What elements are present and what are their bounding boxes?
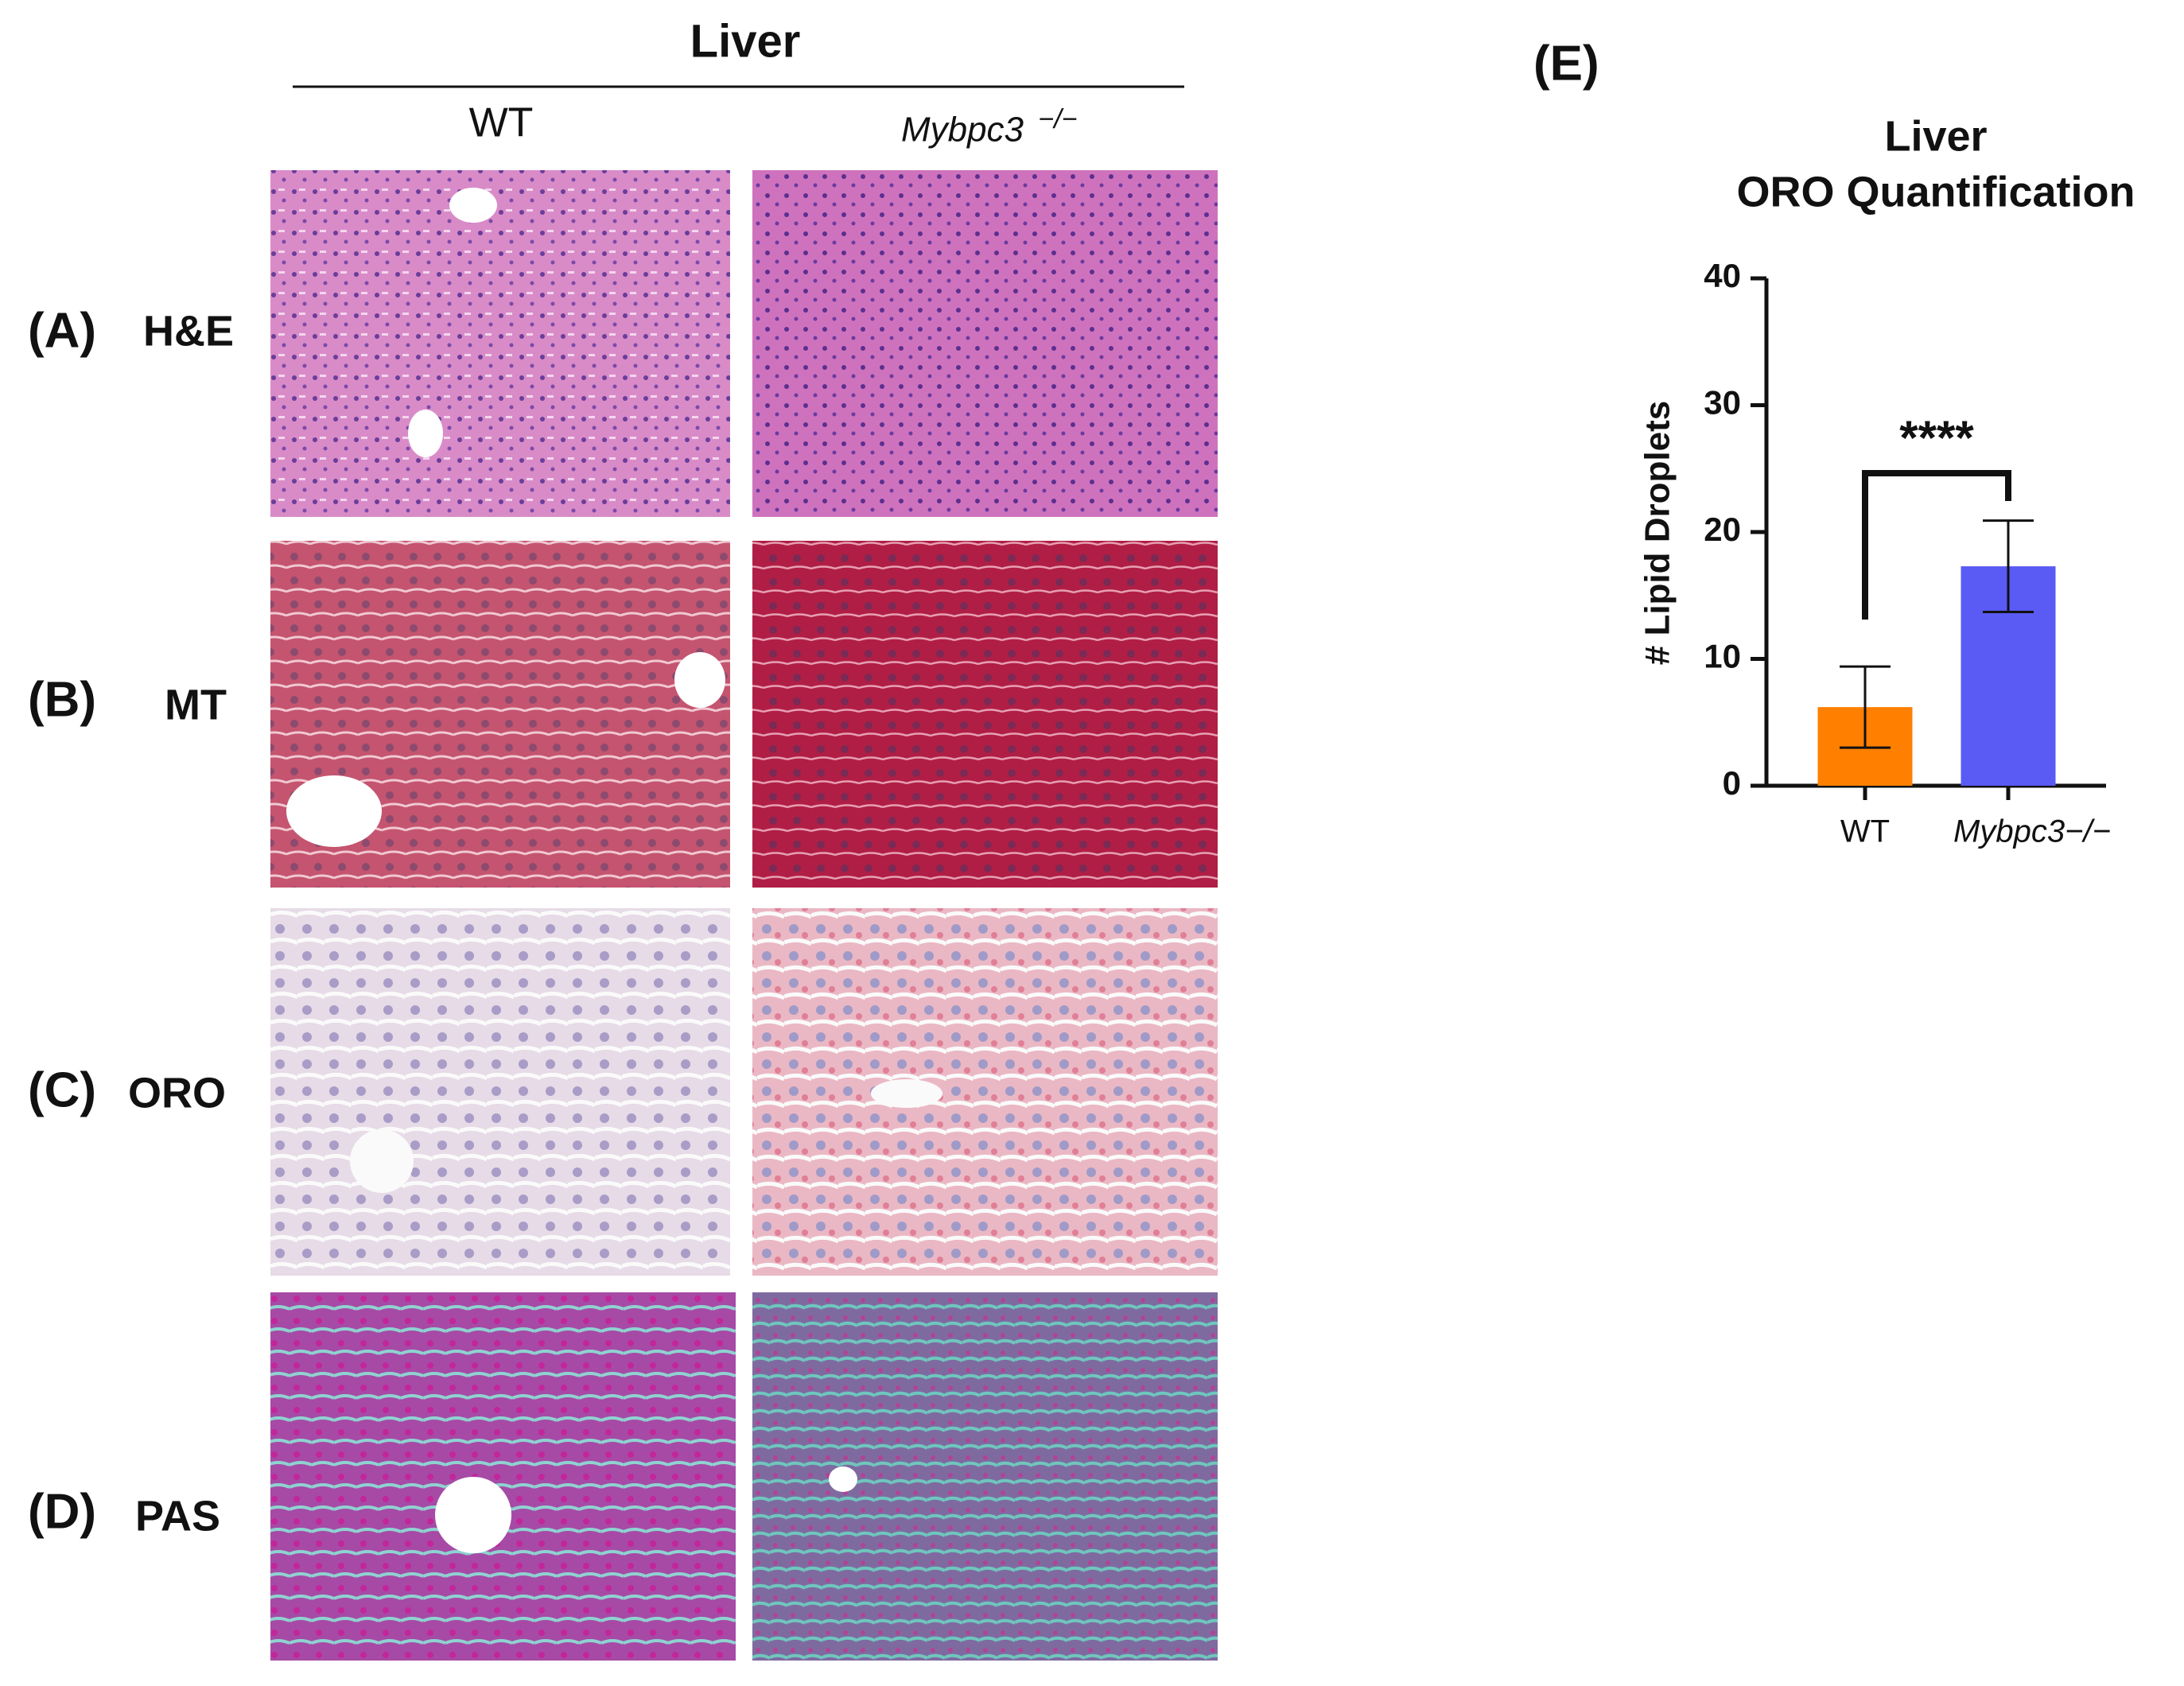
micrographs [270,170,1218,1661]
stain-label: MT [165,681,227,728]
stain-label: H&E [143,307,234,355]
column-label: Mybpc3 [901,111,1024,150]
panel-label: (D) [28,1484,96,1539]
significance-bracket [1862,470,2011,620]
y-tick-label: 30 [1704,384,1741,422]
micrograph [752,1292,1218,1661]
figure-title: Liver [690,15,801,67]
micrograph [752,170,1218,517]
stain-label: ORO [128,1069,226,1117]
y-tick-label: 0 [1723,764,1741,802]
micrograph [270,170,730,517]
panel-label: (B) [28,672,96,727]
micrograph [270,1292,736,1661]
column-label: WT [469,100,534,146]
stain-label: PAS [135,1492,220,1540]
y-axis-label: # Lipid Droplets [1638,401,1677,665]
micrograph [752,541,1218,888]
column-label-superscript: −/− [1038,104,1077,134]
significance-label: **** [1899,411,1974,464]
chart-title: Liver [1884,112,1987,160]
y-tick-label: 40 [1704,257,1741,294]
y-tick-label: 20 [1704,511,1741,548]
x-tick-label: WT [1840,814,1890,849]
x-tick-label: Mybpc3−/− [1953,814,2111,849]
micrograph [270,908,730,1276]
micrograph [752,908,1218,1276]
panel-label: (A) [28,303,96,358]
chart-subtitle: ORO Quantification [1736,168,2135,216]
y-tick-label: 10 [1704,638,1741,675]
panel-label: (C) [28,1062,96,1117]
panel-label: (E) [1533,36,1599,91]
